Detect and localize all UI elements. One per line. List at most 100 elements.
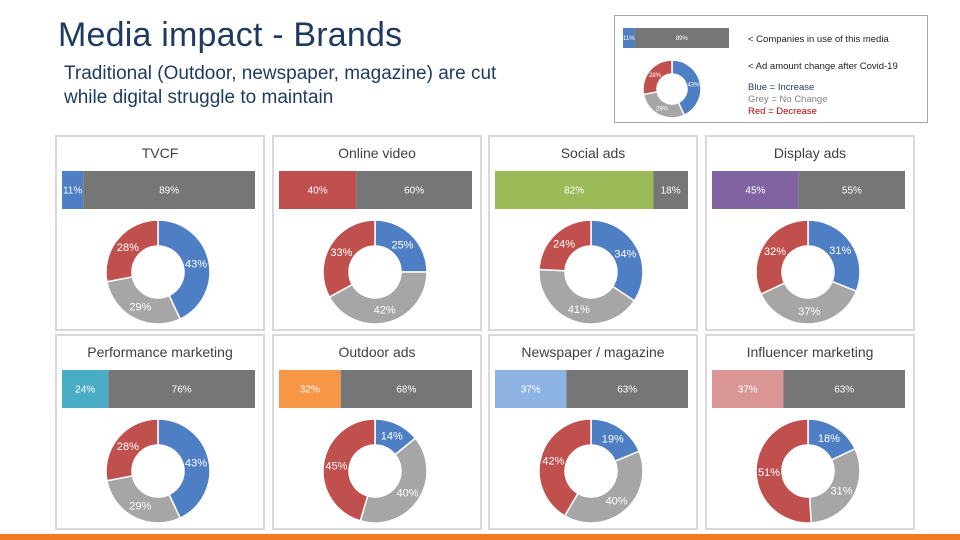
outdoor-ads-donut-label-increase: 14% (381, 431, 403, 443)
tvcf-donut-slice-decrease (105, 219, 159, 283)
performance-marketing-donut-label-decrease: 28% (117, 441, 139, 453)
online-video-bar-rest (356, 171, 472, 209)
outdoor-ads-bar-rest (340, 370, 472, 408)
legend-donut-text: < Ad amount change after Covid-19 (748, 61, 898, 72)
tvcf-bar-use (62, 171, 84, 209)
display-ads-bar-rest-label: 55% (842, 186, 862, 197)
chart-title: Social ads (560, 145, 626, 161)
display-ads-donut-label-increase: 31% (829, 245, 851, 257)
influencer-marketing-donut-slice-decrease (755, 418, 813, 524)
newspaper-magazine-bar-use-label: 37% (521, 385, 541, 396)
performance-marketing-donut-slice-increase (157, 418, 211, 520)
chart-title: Online video (338, 145, 416, 161)
chart-svg-performance-marketing: 24% 76% 43% 29% 28% (62, 370, 255, 524)
influencer-marketing-donut-slice-no-change (808, 447, 861, 524)
newspaper-magazine-bar-rest-label: 63% (617, 385, 637, 396)
social-ads-donut-slice-increase (590, 219, 644, 302)
influencer-marketing-bar-rest (783, 370, 905, 408)
chart-panel-performance-marketing: Performance marketing 24% 76% 43% 29% 28% (55, 334, 265, 530)
legend-bar-rest-label: 89% (676, 36, 689, 42)
influencer-marketing-donut-label-decrease: 51% (758, 467, 780, 479)
display-ads-donut-slice-decrease (755, 219, 809, 296)
chart-title: Influencer marketing (746, 344, 874, 360)
online-video-donut-label-decrease: 33% (330, 247, 352, 259)
chart-panel-outdoor-ads: Outdoor ads 32% 68% 14% 40% 45% (272, 334, 482, 530)
tvcf-donut-label-increase: 43% (185, 258, 207, 270)
newspaper-magazine-donut-label-increase: 19% (602, 433, 624, 445)
legend-donut-label-decrease: 28% (649, 73, 662, 79)
chart-panel-influencer-marketing: Influencer marketing 37% 63% 18% 31% 51% (705, 334, 915, 530)
performance-marketing-donut-label-increase: 43% (185, 457, 207, 469)
legend-grey-label: Grey = No Change (748, 94, 828, 105)
subtitle-line-1: Traditional (Outdoor, newspaper, magazin… (64, 63, 497, 84)
display-ads-donut-slice-increase (807, 219, 861, 293)
display-ads-donut-slice-no-change (759, 280, 858, 325)
outdoor-ads-donut-slice-decrease (322, 418, 376, 522)
newspaper-magazine-donut-slice-decrease (538, 418, 592, 517)
chart-title: Newspaper / magazine (521, 344, 665, 360)
social-ads-donut-slice-decrease (538, 219, 592, 272)
accent-bar (0, 534, 960, 540)
performance-marketing-donut-slice-no-change (106, 474, 182, 524)
legend-donut-slice-decrease (642, 59, 673, 96)
online-video-donut-slice-decrease (322, 219, 376, 299)
tvcf-bar-rest-label: 89% (159, 186, 179, 197)
influencer-marketing-bar-use (712, 370, 784, 408)
chart-svg-tvcf: 11% 89% 43% 29% 28% (62, 171, 255, 325)
chart-svg-newspaper-magazine: 37% 63% 19% 40% 42% (495, 370, 688, 524)
chart-title: TVCF (141, 145, 179, 161)
chart-panel-display-ads: Display ads 45% 55% 31% 37% 32% (705, 135, 915, 331)
chart-title: Performance marketing (87, 344, 233, 360)
display-ads-bar-rest (798, 171, 905, 209)
social-ads-donut-label-decrease: 24% (553, 239, 575, 251)
tvcf-bar-rest (83, 171, 255, 209)
performance-marketing-donut-label-no-change: 29% (129, 501, 151, 513)
chart-svg-influencer-marketing: 37% 63% 18% 31% 51% (712, 370, 905, 524)
legend-donut-slice-increase (671, 59, 702, 117)
chart-panel-newspaper-magazine: Newspaper / magazine 37% 63% 19% 40% 42% (488, 334, 698, 530)
newspaper-magazine-donut-label-decrease: 42% (542, 456, 564, 468)
display-ads-bar-use-label: 45% (745, 186, 765, 197)
tvcf-donut-label-decrease: 28% (117, 242, 139, 254)
tvcf-donut-slice-increase (157, 219, 211, 321)
outdoor-ads-donut-label-no-change: 40% (396, 487, 418, 499)
page-subtitle: Traditional (Outdoor, newspaper, magazin… (64, 62, 564, 110)
legend-red-label: Red = Decrease (748, 106, 817, 117)
chart-title: Display ads (773, 145, 847, 161)
social-ads-bar-use-label: 82% (564, 186, 584, 197)
display-ads-donut-label-no-change: 37% (798, 306, 820, 318)
chart-svg-online-video: 40% 60% 25% 42% 33% (279, 171, 472, 325)
social-ads-donut-label-increase: 34% (614, 248, 636, 260)
chart-panel-online-video: Online video 40% 60% 25% 42% 33% (272, 135, 482, 331)
legend-blue-label: Blue = Increase (748, 82, 815, 93)
newspaper-magazine-donut-label-no-change: 40% (606, 495, 628, 507)
legend-bar-use-label: 11% (623, 36, 635, 42)
outdoor-ads-donut-slice-no-change (359, 437, 428, 524)
chart-title: Outdoor ads (338, 344, 416, 360)
outdoor-ads-bar-rest-label: 68% (396, 385, 416, 396)
tvcf-donut-slice-no-change (106, 275, 182, 325)
newspaper-magazine-bar-rest (566, 370, 688, 408)
legend-donut-slice-no-change (642, 90, 686, 118)
chart-svg-social-ads: 82% 18% 34% 41% 24% (495, 171, 688, 325)
influencer-marketing-donut-label-increase: 18% (818, 433, 840, 445)
performance-marketing-bar-use-label: 24% (75, 385, 95, 396)
legend-example-chart: 11% 89% 43% 29% 28% (623, 28, 729, 118)
online-video-donut-slice-no-change (328, 271, 428, 325)
performance-marketing-donut-slice-decrease (105, 418, 159, 482)
display-ads-bar-use (712, 171, 799, 209)
social-ads-bar-rest-label: 18% (661, 186, 681, 197)
legend-bar-text: < Companies in use of this media (748, 34, 889, 45)
legend-donut-label-no-change: 29% (656, 107, 669, 113)
social-ads-donut-label-no-change: 41% (568, 304, 590, 316)
chart-svg-outdoor-ads: 32% 68% 14% 40% 45% (279, 370, 472, 524)
social-ads-bar-rest (653, 171, 688, 209)
influencer-marketing-bar-use-label: 37% (738, 385, 758, 396)
influencer-marketing-bar-rest-label: 63% (834, 385, 854, 396)
legend-bar-use (623, 28, 635, 48)
chart-panel-tvcf: TVCF 11% 89% 43% 29% 28% (55, 135, 265, 331)
subtitle-line-2: while digital struggle to maintain (64, 87, 334, 108)
page-title: Media impact - Brands (58, 16, 403, 54)
legend-bar-rest (634, 28, 729, 48)
legend-donut-label-increase: 43% (687, 82, 700, 88)
